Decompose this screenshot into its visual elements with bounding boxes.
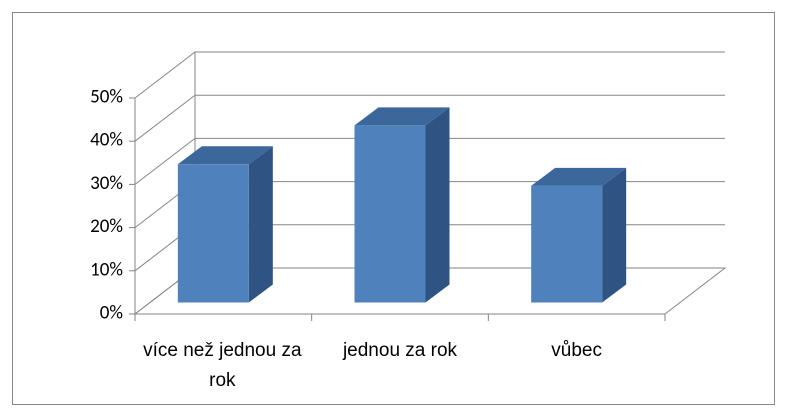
grid-line xyxy=(134,51,725,99)
bar-top xyxy=(177,146,273,165)
y-tick-label: 10% xyxy=(90,258,123,281)
y-tick-label: 40% xyxy=(90,129,123,152)
bar xyxy=(531,185,603,303)
x-tick-label: vůbec xyxy=(551,340,602,361)
bar-side xyxy=(248,146,273,303)
bar xyxy=(177,164,249,303)
x-tick-label: jednou za rok xyxy=(342,340,458,361)
bar-top xyxy=(354,107,450,126)
grid-line xyxy=(134,137,725,185)
bar-side xyxy=(425,107,450,303)
bar-side xyxy=(602,167,627,303)
y-tick-label: 30% xyxy=(90,172,123,195)
y-tick-label: 20% xyxy=(90,215,123,238)
bar xyxy=(354,125,426,303)
y-tick-label: 0% xyxy=(100,302,123,325)
y-tick-label: 50% xyxy=(90,86,123,109)
x-tick-label: více než jednou za rok xyxy=(143,340,302,391)
grid-line xyxy=(134,94,725,142)
bar-top xyxy=(531,167,627,186)
